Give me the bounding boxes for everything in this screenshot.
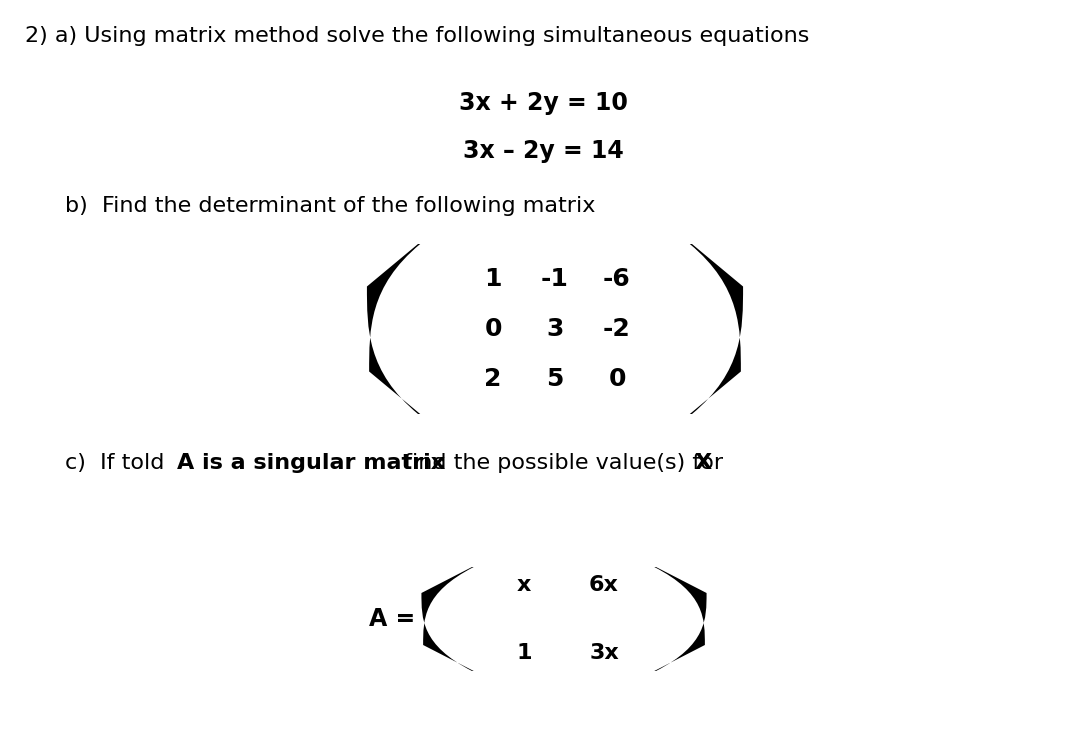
Text: 2) a) Using matrix method solve the following simultaneous equations: 2) a) Using matrix method solve the foll… [25, 26, 809, 46]
Text: X: X [694, 453, 711, 473]
Text: -1: -1 [541, 267, 569, 291]
Text: 2: 2 [484, 367, 502, 391]
Text: 6x: 6x [589, 575, 619, 595]
Text: 3: 3 [546, 317, 564, 341]
Text: 5: 5 [546, 367, 564, 391]
Text: -6: -6 [603, 267, 631, 291]
Text: x: x [517, 575, 531, 595]
Text: -2: -2 [603, 317, 631, 341]
Text: find the possible value(s) for: find the possible value(s) for [396, 453, 730, 473]
Text: b)  Find the determinant of the following matrix: b) Find the determinant of the following… [65, 196, 595, 216]
Text: 1: 1 [484, 267, 502, 291]
Text: A is a singular matrix: A is a singular matrix [177, 453, 445, 473]
Text: 1: 1 [516, 643, 532, 663]
Text: 0: 0 [484, 317, 502, 341]
Text: 0: 0 [608, 367, 626, 391]
Text: 3x – 2y = 14: 3x – 2y = 14 [463, 139, 623, 163]
Text: 3x + 2y = 10: 3x + 2y = 10 [458, 91, 628, 115]
Text: 3x: 3x [589, 643, 619, 663]
Text: c)  If told: c) If told [65, 453, 172, 473]
Text: A =: A = [369, 607, 415, 631]
